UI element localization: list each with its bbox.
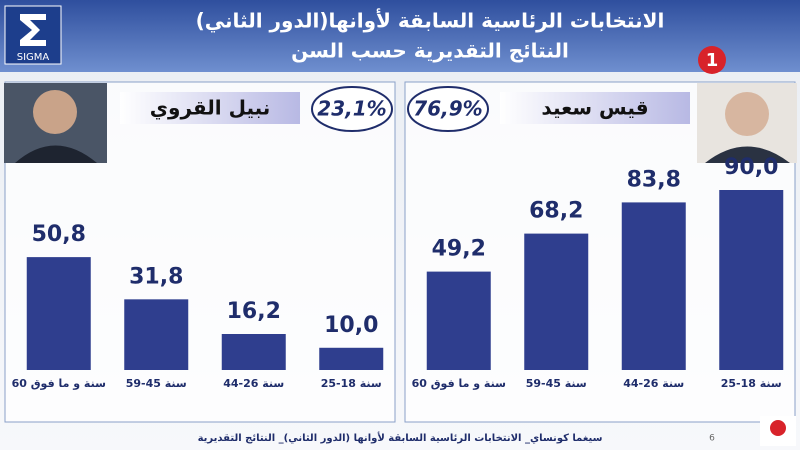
bar: [426, 271, 491, 370]
channel-logo: [698, 46, 726, 74]
percent-badge: [407, 86, 489, 132]
x-tick-label: 25-18 سنة: [321, 377, 382, 390]
percent-label: 76,9%: [413, 97, 482, 121]
bar: [319, 347, 384, 370]
logo-text: SIGMA: [17, 52, 50, 63]
x-tick-label: 59-45 سنة: [526, 377, 587, 390]
page-number: 6: [709, 434, 715, 444]
bar: [124, 299, 189, 370]
bar: [524, 233, 589, 370]
value-label: 31,8: [129, 264, 183, 289]
value-label: 49,2: [432, 237, 486, 262]
value-label: 10,0: [324, 313, 378, 338]
title: الانتخابات الرئاسية السابقة لأوانها(الدو…: [196, 8, 665, 34]
bar: [719, 190, 784, 370]
channel-number: 1: [706, 50, 719, 71]
value-label: 16,2: [227, 299, 281, 324]
bar: [26, 257, 91, 370]
name-box: [500, 92, 690, 124]
portrait-face: [725, 92, 769, 136]
value-label: 50,8: [32, 222, 86, 247]
logo-icon: [20, 14, 46, 46]
percent-label: 23,1%: [317, 97, 386, 121]
x-tick-label: 60 سنة و ما فوق: [412, 377, 506, 390]
candidate-name: قيس سعيد: [541, 96, 648, 120]
portrait-suit: [15, 145, 97, 163]
bar: [221, 334, 286, 370]
x-tick-label: 59-45 سنة: [126, 377, 187, 390]
value-label: 68,2: [529, 199, 583, 224]
header-band: [0, 0, 800, 72]
x-tick-label: 44-26 سنة: [223, 377, 284, 390]
name-box: [120, 92, 300, 124]
footer-text: سيغما كونساي_ الانتخابات الرئاسية السابق…: [198, 431, 603, 444]
percent-badge: [311, 86, 393, 132]
bar: [621, 202, 686, 370]
x-tick-label: 44-26 سنة: [623, 377, 684, 390]
x-tick-label: 60 سنة و ما فوق: [12, 377, 106, 390]
value-label: 90,0: [724, 155, 778, 180]
value-label: 83,8: [627, 167, 681, 192]
subtitle: النتائج التقديرية حسب السن: [291, 39, 569, 63]
candidate-name: نبيل القروي: [150, 96, 271, 121]
tv-logo: [770, 420, 786, 436]
x-tick-label: 25-18 سنة: [721, 377, 782, 390]
portrait-face: [33, 90, 77, 134]
portrait-suit: [705, 146, 790, 163]
